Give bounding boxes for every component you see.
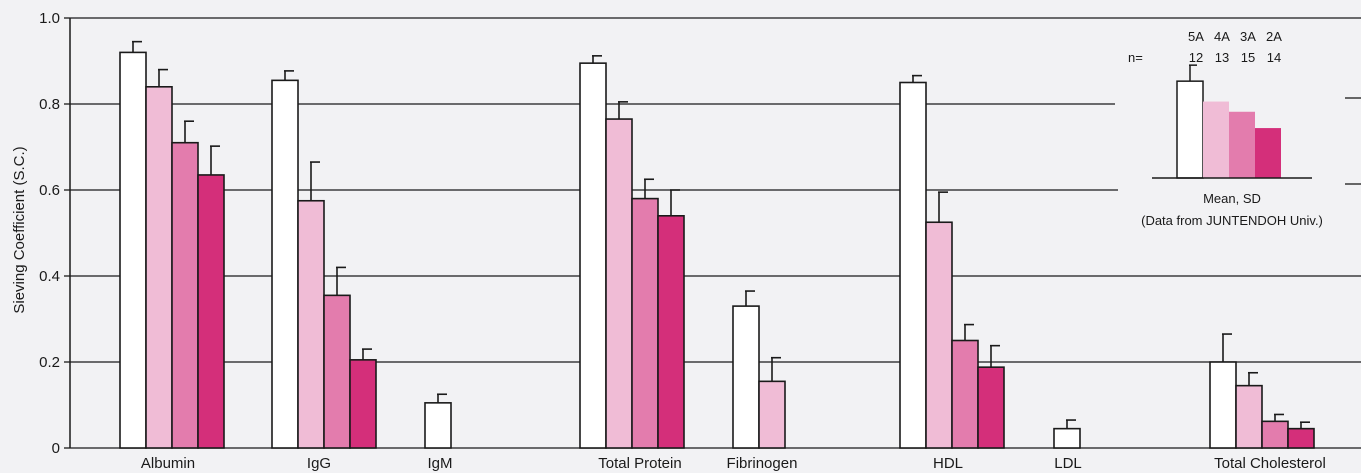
bar — [899, 81, 927, 449]
bar — [1053, 427, 1081, 449]
y-tick-label: 0.6 — [39, 182, 60, 199]
y-tick-label: 0.8 — [39, 96, 60, 113]
bar — [631, 197, 659, 449]
bar — [758, 380, 786, 449]
bar — [197, 174, 225, 449]
category-label: Total Protein — [598, 455, 681, 472]
legend-bar — [1203, 101, 1229, 178]
bar — [171, 141, 199, 449]
bar — [424, 402, 452, 449]
bar — [977, 366, 1005, 449]
y-tick-label: 0.4 — [39, 268, 60, 285]
category-label: Albumin — [141, 455, 195, 472]
legend-bar — [1176, 80, 1204, 179]
legend-series-name: 3A — [1240, 29, 1256, 44]
bar — [657, 215, 685, 449]
bar — [145, 86, 173, 449]
legend-series-name: 2A — [1266, 29, 1282, 44]
bar — [349, 359, 377, 449]
category-label: IgG — [307, 455, 331, 472]
bar — [297, 199, 325, 449]
y-tick-label: 0 — [52, 440, 60, 457]
category-label: Total Cholesterol — [1214, 455, 1326, 472]
category-label: IgM — [427, 455, 452, 472]
legend-source: (Data from JUNTENDOH Univ.) — [1141, 213, 1323, 228]
legend-bar — [1229, 111, 1255, 178]
legend-n-label: n= — [1128, 50, 1143, 65]
legend-series-n: 13 — [1215, 50, 1229, 65]
category-label: Fibrinogen — [727, 455, 798, 472]
bar — [579, 62, 607, 449]
bar — [1235, 384, 1263, 449]
bars — [119, 40, 1315, 449]
y-tick-label: 1.0 — [39, 10, 60, 27]
bar — [951, 339, 979, 449]
bar — [323, 294, 351, 449]
bar — [119, 51, 147, 449]
legend-series-name: 5A — [1188, 29, 1204, 44]
bar — [1209, 361, 1237, 449]
legend-footer: Mean, SD — [1203, 191, 1261, 206]
legend-series-name: 4A — [1214, 29, 1230, 44]
category-label: HDL — [933, 455, 963, 472]
y-axis-label: Sieving Coefficient (S.C.) — [11, 146, 28, 313]
legend-series-n: 15 — [1241, 50, 1255, 65]
bar — [1287, 427, 1315, 449]
legend-series-n: 12 — [1189, 50, 1203, 65]
grid-lines: 0 0.2 0.4 0.6 0.8 1.0 — [39, 10, 1361, 457]
y-tick-label: 0.2 — [39, 354, 60, 371]
bar — [732, 305, 760, 449]
legend-bar — [1255, 128, 1281, 178]
legend: 5A 12 4A 13 3A 15 2A 14 n= Mean, SD (Data from JUN… — [1128, 29, 1323, 228]
category-label: LDL — [1054, 455, 1082, 472]
category-labels: Albumin IgG IgM Total Protein Fibrinogen HDL L… — [141, 455, 1326, 472]
bar — [1261, 420, 1289, 449]
bar — [605, 118, 633, 449]
bar — [271, 79, 299, 449]
legend-series-n: 14 — [1267, 50, 1281, 65]
bar — [925, 221, 953, 449]
